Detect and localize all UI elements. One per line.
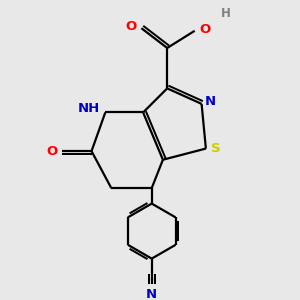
Text: H: H: [220, 7, 230, 20]
Text: O: O: [199, 22, 210, 36]
Text: N: N: [146, 288, 157, 300]
Text: O: O: [125, 20, 136, 33]
Text: S: S: [212, 142, 221, 155]
Text: NH: NH: [78, 102, 100, 115]
Text: N: N: [205, 95, 216, 108]
Text: O: O: [46, 145, 57, 158]
